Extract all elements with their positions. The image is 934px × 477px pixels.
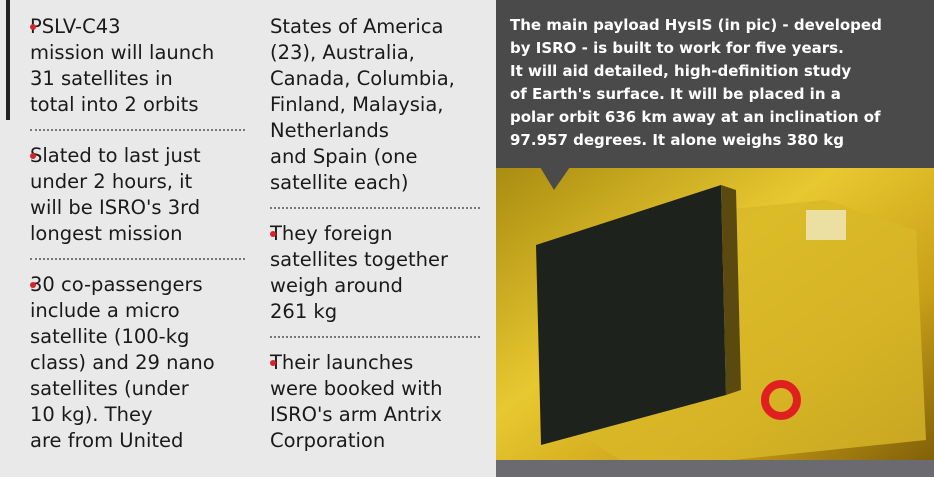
- text-line: States of America: [270, 15, 444, 38]
- text-line: class) and 29 nano: [30, 351, 215, 374]
- caption-line: by ISRO - is built to work for five year…: [510, 39, 844, 57]
- bullet-dot: [30, 153, 36, 159]
- text-line: will be ISRO's 3rd: [30, 196, 201, 219]
- bullet-item: States of America (23), Australia, Canada,…: [270, 12, 480, 209]
- antenna: [806, 210, 846, 240]
- text-line: 261 kg: [270, 300, 338, 323]
- bullet-item: Their launches were booked with ISRO's arm…: [270, 348, 480, 465]
- text-line: include a micro: [30, 299, 180, 322]
- text-line: PSLV-C43: [30, 15, 121, 38]
- text-line: satellites (under: [30, 377, 189, 400]
- caption-box: The main payload HysIS (in pic) - develo…: [496, 0, 934, 168]
- bullet-dot: [270, 360, 276, 366]
- text-line: 30 co-passengers: [30, 273, 203, 296]
- caption-line: polar orbit 636 km away at an inclinatio…: [510, 108, 881, 126]
- photo-panel: The main payload HysIS (in pic) - develo…: [496, 0, 934, 477]
- bullet-dot: [30, 282, 36, 288]
- text-line: total into 2 orbits: [30, 93, 199, 116]
- bullet-item: 30 co-passengers include a micro satellite…: [30, 270, 245, 465]
- text-line: (23), Australia,: [270, 41, 415, 64]
- text-line: satellite (100-kg: [30, 325, 190, 348]
- caption-line: of Earth's surface. It will be placed in…: [510, 85, 841, 103]
- text-line: were booked with: [270, 377, 443, 400]
- bullet-dot: [30, 24, 36, 30]
- panel: [536, 185, 726, 445]
- stand: [496, 460, 934, 477]
- text-line: under 2 hours, it: [30, 170, 193, 193]
- bullet-item: They foreign satellites together weigh aro…: [270, 219, 480, 338]
- text-line: are from United: [30, 429, 184, 452]
- text-column: States of America (23), Australia, Canada,…: [270, 12, 480, 475]
- caption-line: It will aid detailed, high-definition st…: [510, 62, 852, 80]
- text-line: Slated to last just: [30, 144, 201, 167]
- text-line: 31 satellites in: [30, 67, 173, 90]
- text-line: Finland, Malaysia,: [270, 93, 444, 116]
- accent-bar: [6, 0, 10, 120]
- text-column: PSLV-C43 mission will launch 31 satellites…: [30, 12, 245, 475]
- text-line: They foreign: [270, 222, 393, 245]
- text-line: longest mission: [30, 222, 183, 245]
- bullet-dot: [270, 231, 276, 237]
- bullet-item: PSLV-C43 mission will launch 31 satellites…: [30, 12, 245, 131]
- satellite-photo: [496, 160, 934, 477]
- text-line: satellites together: [270, 248, 448, 271]
- caption-line: The main payload HysIS (in pic) - develo…: [510, 16, 882, 34]
- text-line: Canada, Columbia,: [270, 67, 455, 90]
- text-line: mission will launch: [30, 41, 215, 64]
- red-ring: [761, 380, 801, 420]
- text-line: Netherlands: [270, 119, 389, 142]
- text-line: Their launches: [270, 351, 414, 374]
- text-line: ISRO's arm Antrix: [270, 403, 442, 426]
- text-line: satellite each): [270, 171, 409, 194]
- panel-edge: [721, 185, 741, 395]
- caption-line: 97.957 degrees. It alone weighs 380 kg: [510, 131, 844, 149]
- text-line: and Spain (one: [270, 145, 418, 168]
- bullet-item: Slated to last just under 2 hours, it will…: [30, 141, 245, 260]
- text-line: weigh around: [270, 274, 403, 297]
- text-line: 10 kg). They: [30, 403, 153, 426]
- text-line: Corporation: [270, 429, 386, 452]
